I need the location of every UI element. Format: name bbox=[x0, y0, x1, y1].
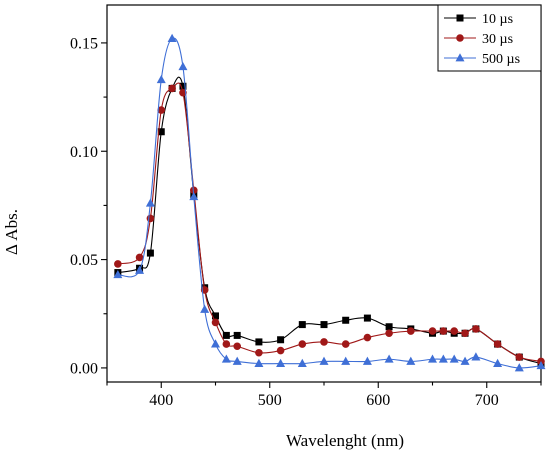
data-point bbox=[363, 333, 372, 342]
data-point bbox=[233, 331, 241, 339]
legend-marker bbox=[456, 34, 464, 42]
data-point bbox=[222, 340, 231, 348]
legend-marker bbox=[456, 14, 464, 22]
legend-label: 30 µs bbox=[482, 32, 513, 47]
series-line-30us bbox=[117, 82, 542, 362]
data-point bbox=[113, 269, 123, 279]
data-point bbox=[254, 358, 264, 367]
y-axis: 0.00 0.05 0.10 0.15 bbox=[70, 35, 107, 377]
data-point bbox=[450, 327, 459, 335]
data-point bbox=[438, 354, 448, 363]
data-point bbox=[342, 316, 350, 324]
y-axis-title: Δ Abs. bbox=[2, 209, 21, 255]
data-point bbox=[276, 346, 285, 355]
series-10us bbox=[114, 76, 545, 368]
data-point bbox=[428, 354, 437, 363]
data-point bbox=[168, 84, 176, 93]
data-point bbox=[233, 342, 241, 351]
data-point bbox=[156, 74, 166, 84]
series-500us bbox=[113, 33, 546, 372]
data-point bbox=[472, 325, 480, 333]
data-point bbox=[341, 340, 350, 348]
data-point bbox=[135, 265, 145, 274]
data-point bbox=[428, 327, 437, 335]
data-point bbox=[449, 354, 459, 363]
data-point bbox=[211, 318, 220, 327]
data-point bbox=[362, 356, 372, 365]
data-point bbox=[514, 363, 524, 372]
data-point bbox=[135, 253, 144, 262]
data-point bbox=[385, 323, 393, 331]
series-line-10us bbox=[117, 76, 542, 365]
x-tick-label: 400 bbox=[149, 392, 173, 409]
data-point bbox=[222, 331, 230, 339]
data-point bbox=[167, 33, 177, 42]
data-point bbox=[536, 360, 546, 370]
data-point bbox=[212, 312, 219, 320]
data-point bbox=[320, 321, 328, 329]
data-point bbox=[385, 329, 393, 338]
y-tick-label: 0.00 bbox=[70, 360, 98, 377]
data-point bbox=[384, 354, 394, 363]
data-point bbox=[189, 191, 199, 201]
data-point bbox=[493, 358, 503, 367]
data-point bbox=[190, 186, 198, 195]
data-point bbox=[157, 128, 165, 136]
data-point bbox=[157, 106, 166, 114]
x-tick-label: 600 bbox=[366, 392, 390, 409]
data-point bbox=[178, 61, 188, 71]
data-point bbox=[493, 340, 502, 348]
data-point bbox=[232, 356, 242, 365]
series-30us bbox=[114, 82, 545, 366]
legend-label: 10 µs bbox=[482, 12, 513, 27]
data-point bbox=[515, 353, 524, 361]
x-axis-title: Wavelenght (nm) bbox=[286, 431, 404, 450]
y-tick-label: 0.10 bbox=[70, 144, 98, 161]
data-point bbox=[363, 314, 371, 322]
y-tick-label: 0.05 bbox=[70, 252, 98, 269]
data-point bbox=[298, 340, 307, 348]
data-point bbox=[460, 356, 470, 365]
data-point bbox=[146, 214, 155, 223]
data-point bbox=[297, 358, 307, 367]
data-point bbox=[114, 260, 122, 268]
x-tick-label: 500 bbox=[258, 392, 282, 409]
legend: 10 µs 30 µs 500 µs bbox=[437, 4, 542, 72]
data-point bbox=[277, 336, 285, 344]
data-point bbox=[255, 338, 263, 346]
data-point bbox=[461, 329, 469, 338]
y-tick-label: 0.15 bbox=[70, 35, 98, 52]
data-point bbox=[179, 88, 187, 97]
x-axis: 400 500 600 700 bbox=[106, 382, 542, 409]
data-point bbox=[179, 82, 187, 90]
data-point bbox=[471, 352, 481, 361]
data-point bbox=[211, 339, 220, 348]
data-point bbox=[298, 321, 306, 329]
legend-label: 500 µs bbox=[482, 52, 520, 67]
data-point bbox=[407, 327, 415, 335]
data-point bbox=[406, 356, 416, 365]
data-point bbox=[276, 358, 286, 367]
data-point bbox=[255, 348, 263, 357]
data-point bbox=[320, 338, 328, 346]
data-point bbox=[439, 327, 448, 335]
data-point bbox=[319, 356, 329, 365]
data-point bbox=[200, 304, 210, 313]
series-layer bbox=[113, 33, 546, 372]
data-point bbox=[145, 198, 155, 207]
data-point bbox=[146, 249, 154, 257]
x-tick-label: 700 bbox=[475, 392, 499, 409]
data-point bbox=[221, 354, 231, 363]
legend-marker bbox=[455, 53, 465, 62]
data-point bbox=[341, 356, 351, 365]
